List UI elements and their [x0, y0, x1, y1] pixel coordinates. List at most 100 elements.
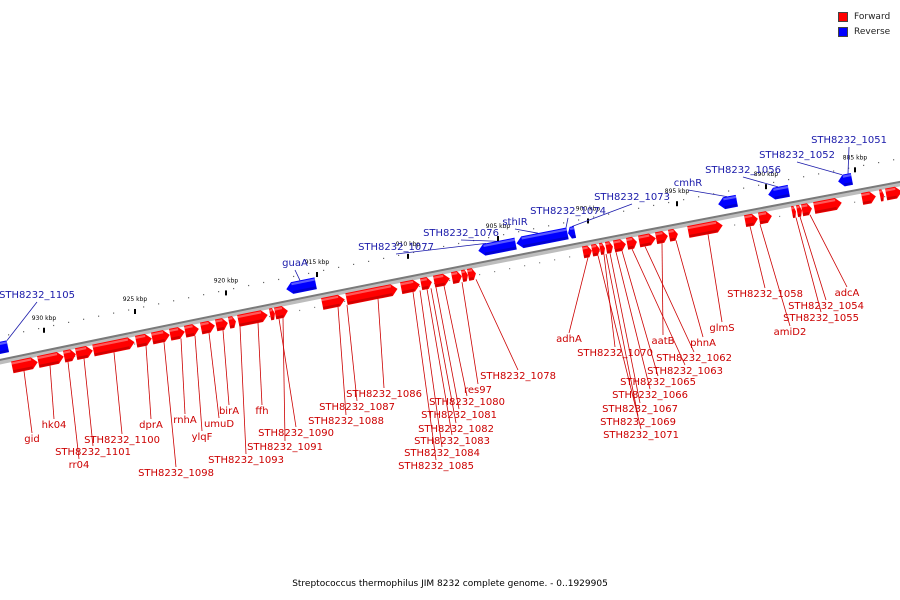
legend: Forward Reverse [838, 9, 890, 39]
forward-gene-label-38: amiD2 [774, 327, 807, 338]
forward-gene-label-37-leader [707, 234, 723, 323]
genome-backbone [0, 180, 900, 361]
forward-gene-label-29: STH8232_1069 [600, 417, 676, 428]
forward-gene-arrow-4 [92, 337, 135, 357]
forward-gene-label-38-leader [759, 224, 791, 327]
legend-label-reverse: Reverse [854, 26, 891, 37]
forward-gene-arrow-39 [861, 191, 876, 205]
forward-gene-label-25: STH8232_1078 [480, 371, 556, 382]
forward-gene-arrow-33 [743, 213, 758, 228]
forward-gene-label-36: phnA [690, 338, 716, 349]
forward-gene-label-13: STH8232_1091 [247, 442, 323, 453]
forward-gene-label-27-leader [597, 255, 642, 430]
forward-gene-label-9-leader [208, 332, 220, 419]
forward-gene-arrow-16 [345, 284, 398, 305]
tick-marks: 930 kbp 925 kbp 920 kbp 915 kbp 910 kbp 905 k… [32, 154, 868, 333]
forward-gene-arrow-25 [598, 242, 605, 255]
major-tick [134, 308, 136, 314]
forward-gene-arrow-15 [321, 294, 345, 310]
major-tick [316, 272, 318, 278]
forward-gene-label-15-leader [337, 306, 347, 416]
tick-label: 910 kbp [396, 241, 421, 248]
forward-gene-label-28: STH8232_1070 [577, 348, 653, 359]
forward-gene-label-0: gid [24, 434, 39, 445]
forward-gene-arrow-28 [625, 236, 637, 250]
forward-gene-label-34: STH8232_1062 [656, 353, 732, 364]
forward-gene-label-20-leader [426, 288, 453, 436]
forward-gene-arrow-18 [419, 277, 432, 291]
reverse-gene-arrow-6 [768, 184, 790, 200]
forward-gene-label-39-leader [749, 226, 766, 289]
forward-gene-label-5: STH8232_1098 [138, 468, 214, 479]
genome-backbone-shadow [0, 181, 900, 365]
forward-gene-label-41-leader [799, 216, 827, 301]
reverse-gene-label-2-leader [395, 242, 487, 255]
forward-gene-label-1: hk04 [42, 420, 67, 431]
forward-gene-label-31-leader [615, 251, 651, 390]
forward-gene-label-22-leader [435, 287, 460, 410]
forward-gene-label-7-leader [180, 338, 186, 415]
reverse-gene-label-7-leader [687, 189, 728, 198]
forward-gene-label-6-leader [145, 345, 152, 420]
forward-gene-arrow-36 [795, 204, 802, 218]
forward-gene-label-31: STH8232_1066 [612, 390, 688, 401]
forward-gene-arrow-31 [667, 228, 678, 242]
forward-gene-label-27: STH8232_1071 [603, 430, 679, 441]
tick-label: 895 kbp [665, 188, 690, 195]
forward-gene-arrow-38 [813, 198, 842, 214]
reverse-gene-label-7: cmhR [674, 178, 703, 189]
forward-gene-label-24-leader [461, 282, 479, 385]
forward-gene-arrow-9 [199, 320, 215, 335]
reverse-gene-label-9-leader [796, 161, 843, 176]
forward-gene-arrow-30 [654, 230, 668, 245]
tick-label: 885 kbp [843, 154, 868, 161]
forward-gene-label-32-leader [621, 250, 659, 377]
reverse-gene-label-3: STH8232_1076 [423, 228, 499, 239]
forward-gene-label-14-leader [278, 318, 297, 428]
forward-gene-arrow-34 [757, 211, 772, 225]
forward-gene-label-33-leader [631, 248, 686, 366]
forward-gene-label-29-leader [605, 253, 639, 417]
reverse-gene-label-10: STH8232_1051 [811, 135, 887, 146]
reverse-gene-label-9: STH8232_1052 [759, 150, 835, 161]
forward-gene-label-4-leader [113, 352, 123, 435]
forward-gene-label-26: adhA [556, 334, 582, 345]
forward-gene-arrow-13 [268, 308, 275, 321]
forward-gene-label-28-leader [603, 254, 616, 348]
reverse-gene-arrow-1 [286, 277, 317, 294]
reverse-gene-label-5-leader [565, 217, 569, 228]
forward-gene-label-32: STH8232_1065 [620, 377, 696, 388]
forward-gene-label-36-leader [675, 240, 704, 338]
forward-gene-label-41: STH8232_1054 [788, 301, 864, 312]
forward-gene-label-22: STH8232_1081 [421, 410, 497, 421]
forward-gene-label-3-leader [83, 358, 94, 447]
forward-gene-label-1-leader [49, 365, 55, 420]
legend-item-forward: Forward [838, 9, 890, 24]
legend-swatch-forward [838, 11, 848, 22]
forward-gene-label-35: aatB [651, 336, 674, 347]
forward-gene-arrow-35 [790, 205, 796, 219]
forward-gene-label-40: STH8232_1055 [783, 313, 859, 324]
forward-gene-label-23-leader [443, 285, 468, 397]
forward-gene-arrow-1 [37, 352, 64, 368]
forward-gene-arrow-29 [638, 233, 656, 248]
forward-gene-label-16: STH8232_1087 [319, 402, 395, 413]
forward-gene-label-0-leader [23, 370, 33, 434]
forward-gene-label-10-leader [222, 329, 230, 406]
forward-gene-arrow-20 [450, 271, 462, 284]
forward-gene-label-30: STH8232_1067 [602, 404, 678, 415]
reverse-gene-arrow-0 [0, 340, 10, 355]
forward-gene-arrow-21 [460, 269, 468, 283]
legend-label-forward: Forward [854, 11, 891, 22]
forward-gene-label-21: STH8232_1082 [418, 424, 494, 435]
reverse-gene-label-2: STH8232_1077 [358, 242, 434, 253]
forward-gene-arrow-26 [604, 241, 613, 254]
forward-gene-arrow-11 [227, 316, 236, 329]
reverse-gene-label-3-leader [460, 239, 498, 242]
forward-gene-arrow-19 [432, 273, 450, 288]
forward-gene-label-11: ffh [255, 406, 268, 417]
major-tick [765, 184, 767, 190]
forward-gene-label-39: STH8232_1058 [727, 289, 803, 300]
forward-gene-arrow-0 [11, 357, 38, 374]
forward-gene-label-4: STH8232_1100 [84, 435, 160, 446]
